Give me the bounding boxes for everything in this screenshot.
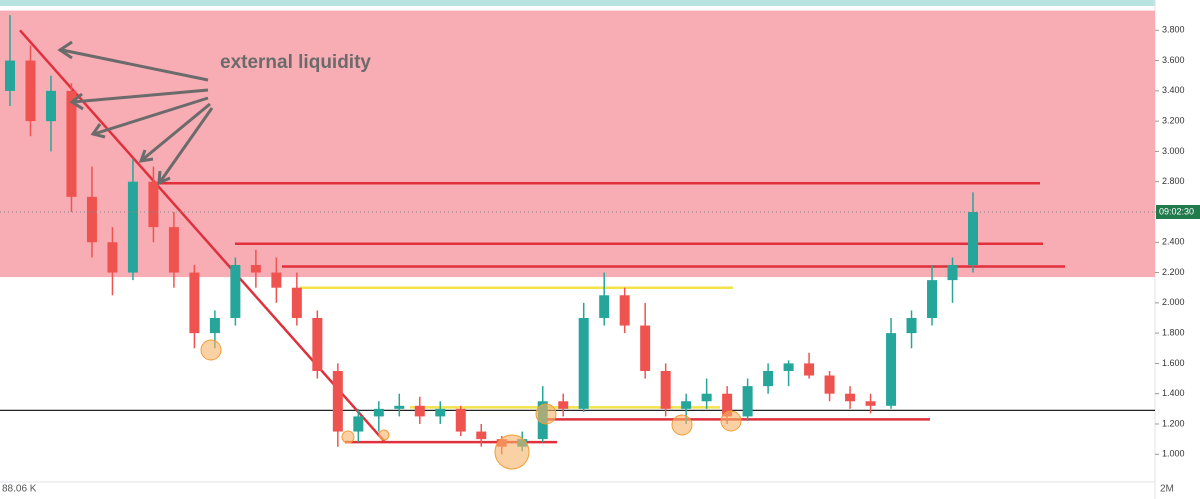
candle-body: [578, 317, 589, 409]
y-tick-label: 2.800: [1162, 176, 1185, 186]
candle-body: [250, 264, 261, 273]
candle-body: [209, 317, 220, 334]
candle-body: [476, 431, 487, 440]
candle-body: [435, 408, 446, 417]
candle-body: [189, 272, 200, 334]
annotation: external liquidity: [220, 52, 371, 73]
y-tick-label: 1.000: [1162, 449, 1185, 459]
volume-label: 88.06 K: [2, 484, 37, 495]
price-label-box: [1156, 204, 1200, 219]
y-tick-label: 1.200: [1162, 418, 1185, 428]
arrow-head: [138, 149, 154, 163]
highlight-circle: [671, 414, 693, 436]
y-tick-label: 2.000: [1162, 297, 1185, 307]
candle-body: [66, 90, 77, 197]
candle-body: [968, 211, 978, 265]
circles: [200, 339, 742, 470]
arrow-head: [157, 170, 171, 186]
candle-body: [742, 386, 753, 417]
y-tick-label: 2.400: [1162, 237, 1185, 247]
candle-body: [45, 90, 56, 122]
candle-body: [804, 363, 815, 376]
y-tick-label: 3.600: [1162, 55, 1185, 65]
candle-body: [455, 408, 466, 432]
zone-layer: [0, 10, 1155, 278]
candle-body: [353, 416, 364, 432]
arrow: [72, 88, 209, 104]
highlight-circle: [378, 429, 390, 441]
arrow-head: [57, 40, 73, 60]
volume-axis-label: 2M: [1160, 484, 1174, 495]
candle-body: [886, 333, 897, 406]
highlight-circle: [494, 434, 530, 470]
candle-body: [230, 264, 241, 318]
y-tick-label: 1.600: [1162, 358, 1185, 368]
y-tick-label: 3.200: [1162, 116, 1185, 126]
candle-body: [25, 60, 36, 122]
candle-body: [640, 325, 651, 371]
candle-body: [906, 317, 917, 334]
candle-body: [845, 393, 856, 402]
arrow: [93, 96, 209, 136]
arrow: [158, 107, 214, 183]
candle-body: [148, 181, 159, 228]
highlight-circle: [535, 403, 557, 425]
candle-body: [107, 242, 118, 273]
arrow-head: [90, 123, 106, 139]
y-tick-label: 3.000: [1162, 146, 1185, 156]
trendline: [19, 29, 386, 443]
candle-body: [86, 196, 97, 243]
candle-body: [660, 370, 671, 409]
candle-body: [332, 370, 343, 432]
candle-body: [414, 405, 425, 417]
y-tick-label: 1.800: [1162, 327, 1185, 337]
arrow-head: [69, 92, 84, 111]
candle-body: [291, 287, 302, 318]
highlight-circle: [720, 410, 742, 432]
arrows: [57, 40, 214, 186]
candle-body: [927, 280, 938, 318]
candle-body: [763, 370, 774, 387]
candle-body: [722, 393, 733, 417]
top-strip: [0, 0, 1155, 6]
y-tick-label: 1.400: [1162, 388, 1185, 398]
highlight-circle: [200, 339, 222, 361]
candle-body: [783, 363, 794, 371]
candle-layer: [5, 15, 978, 455]
candle-body: [168, 227, 179, 273]
candle-body: [394, 405, 405, 409]
candle-body: [599, 295, 610, 318]
candle-body: [701, 393, 712, 402]
candle-body: [312, 317, 323, 371]
candle-body: [824, 375, 835, 394]
y-tick-label: 3.400: [1162, 85, 1185, 95]
candle-body: [373, 408, 384, 417]
axis-layer: 1.000 1.200 1.400 1.600 1.800 2.000 2.200 2.400…: [0, 25, 1200, 459]
price-label: 09:02:30: [1159, 206, 1194, 216]
candle-body: [5, 60, 15, 91]
arrow: [61, 48, 209, 82]
candle-body: [681, 401, 692, 409]
candle-body: [558, 401, 569, 409]
candle-body: [947, 264, 958, 281]
liquidity-zone: [0, 10, 1155, 278]
candle-body: [619, 295, 630, 326]
highlight-circle: [341, 430, 355, 444]
candle-body: [865, 401, 876, 406]
y-tick-label: 2.200: [1162, 267, 1185, 277]
candle-body: [127, 181, 138, 273]
y-tick-label: 3.800: [1162, 25, 1185, 35]
arrow: [141, 102, 211, 162]
level-layer: [0, 29, 1155, 444]
candle-body: [271, 272, 282, 288]
